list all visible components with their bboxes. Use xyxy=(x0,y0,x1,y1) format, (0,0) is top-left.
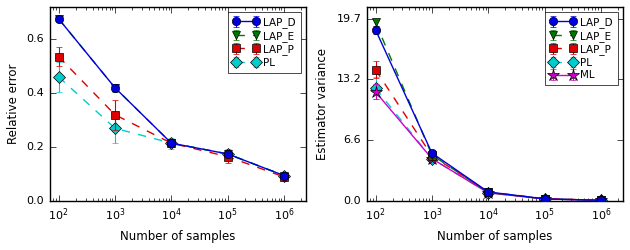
X-axis label: Number of samples: Number of samples xyxy=(437,230,553,243)
Y-axis label: Relative error: Relative error xyxy=(7,64,20,144)
Legend: LAP_D, LAP_E, LAP_P, PL, ML: LAP_D, LAP_E, LAP_P, PL, ML xyxy=(545,12,618,86)
X-axis label: Number of samples: Number of samples xyxy=(120,230,236,243)
Legend: LAP_D, LAP_E, LAP_P, PL: LAP_D, LAP_E, LAP_P, PL xyxy=(228,12,301,73)
Y-axis label: Estimator variance: Estimator variance xyxy=(316,48,329,160)
